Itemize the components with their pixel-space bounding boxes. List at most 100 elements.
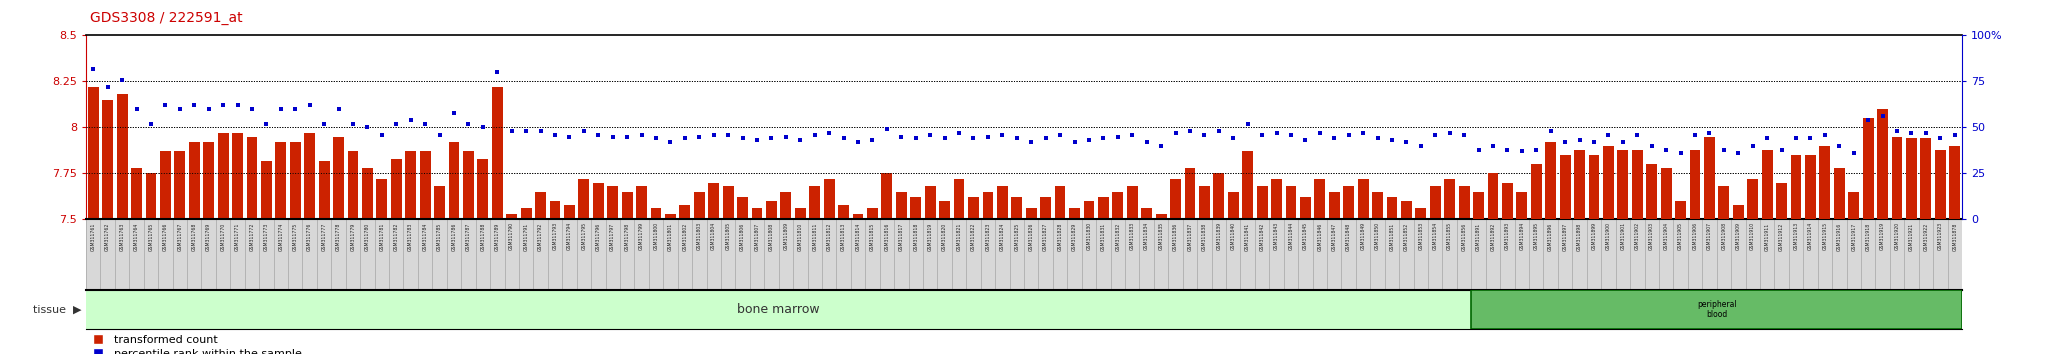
Text: GSM311791: GSM311791 [524, 222, 528, 251]
Bar [737, 198, 748, 219]
Point [1563, 137, 1595, 143]
Bar [102, 100, 113, 219]
Bar [1516, 192, 1528, 219]
Point [481, 69, 514, 75]
Text: GSM311891: GSM311891 [1477, 222, 1481, 251]
Text: GSM311774: GSM311774 [279, 222, 283, 251]
Point [741, 137, 774, 143]
Text: GSM311853: GSM311853 [1419, 222, 1423, 250]
Point [1751, 136, 1784, 141]
Bar [1864, 118, 1874, 219]
Point [827, 136, 860, 141]
Point [1780, 136, 1812, 141]
Text: GSM311896: GSM311896 [1548, 222, 1552, 251]
Bar [1473, 192, 1485, 219]
Bar [1819, 146, 1831, 219]
Text: GSM311767: GSM311767 [178, 222, 182, 251]
Text: GSM311897: GSM311897 [1563, 222, 1567, 251]
Text: GSM311775: GSM311775 [293, 222, 297, 251]
Bar [117, 94, 127, 219]
Point [1044, 132, 1077, 138]
Text: GSM311785: GSM311785 [436, 222, 442, 251]
Point [1130, 139, 1163, 145]
Text: GSM311780: GSM311780 [365, 222, 371, 251]
Text: GSM311812: GSM311812 [827, 222, 831, 251]
Bar [623, 192, 633, 219]
Bar [651, 209, 662, 219]
Bar [449, 142, 459, 219]
Point [727, 136, 760, 141]
Bar [348, 152, 358, 219]
Text: GSM311923: GSM311923 [1937, 222, 1944, 250]
Bar [174, 152, 184, 219]
Point [279, 106, 311, 112]
Bar [1184, 168, 1196, 219]
Text: GSM311903: GSM311903 [1649, 222, 1655, 250]
Text: GSM311814: GSM311814 [856, 222, 860, 251]
Bar [1415, 209, 1425, 219]
Bar [1098, 198, 1108, 219]
Text: GSM311914: GSM311914 [1808, 222, 1812, 250]
Bar [1733, 205, 1743, 219]
Bar [1083, 201, 1094, 219]
Bar [1458, 186, 1470, 219]
Bar [940, 201, 950, 219]
Bar [1575, 149, 1585, 219]
Bar [563, 205, 575, 219]
Point [106, 77, 139, 82]
Text: GSM311845: GSM311845 [1303, 222, 1309, 250]
Bar [1892, 137, 1903, 219]
Text: GSM311813: GSM311813 [842, 222, 846, 251]
Bar [1604, 146, 1614, 219]
Text: GSM311906: GSM311906 [1692, 222, 1698, 250]
Text: GSM311910: GSM311910 [1751, 222, 1755, 250]
Text: GSM311770: GSM311770 [221, 222, 225, 251]
Point [553, 134, 586, 139]
Text: GSM311830: GSM311830 [1085, 222, 1092, 250]
Text: GSM311898: GSM311898 [1577, 222, 1581, 251]
Point [885, 134, 918, 139]
Point [135, 121, 168, 127]
Point [453, 121, 485, 127]
Text: GSM311795: GSM311795 [582, 222, 586, 250]
Bar [1718, 186, 1729, 219]
Text: GSM311917: GSM311917 [1851, 222, 1855, 251]
Bar [895, 192, 907, 219]
Point [424, 132, 457, 138]
Point [928, 136, 961, 141]
Bar [1141, 209, 1153, 219]
Text: GSM311792: GSM311792 [539, 222, 543, 251]
Point [293, 103, 326, 108]
Bar [1444, 179, 1456, 219]
Text: GSM311908: GSM311908 [1722, 222, 1726, 250]
Point [1260, 130, 1292, 136]
Point [178, 103, 211, 108]
Point [596, 134, 629, 139]
Bar [1343, 186, 1354, 219]
Point [770, 134, 803, 139]
Point [1937, 132, 1970, 138]
Bar [463, 152, 473, 219]
Bar [1358, 179, 1368, 219]
Point [1362, 136, 1395, 141]
Bar [1776, 183, 1788, 219]
Point [713, 132, 745, 138]
Text: tissue  ▶: tissue ▶ [33, 305, 82, 315]
Bar [680, 205, 690, 219]
Text: GSM311806: GSM311806 [739, 222, 745, 251]
Text: GSM311847: GSM311847 [1331, 222, 1337, 251]
Point [539, 132, 571, 138]
Point [78, 66, 111, 72]
Text: GSM311848: GSM311848 [1346, 222, 1352, 251]
Text: GSM311801: GSM311801 [668, 222, 674, 251]
Text: GSM311892: GSM311892 [1491, 222, 1495, 251]
Bar [1675, 201, 1686, 219]
Bar [1069, 209, 1079, 219]
Text: GSM311773: GSM311773 [264, 222, 268, 251]
Text: GSM311821: GSM311821 [956, 222, 963, 251]
Text: GDS3308 / 222591_at: GDS3308 / 222591_at [90, 11, 244, 25]
Point [1448, 132, 1481, 138]
Text: GSM311781: GSM311781 [379, 222, 385, 251]
Bar [391, 159, 401, 219]
Point [1636, 143, 1669, 149]
